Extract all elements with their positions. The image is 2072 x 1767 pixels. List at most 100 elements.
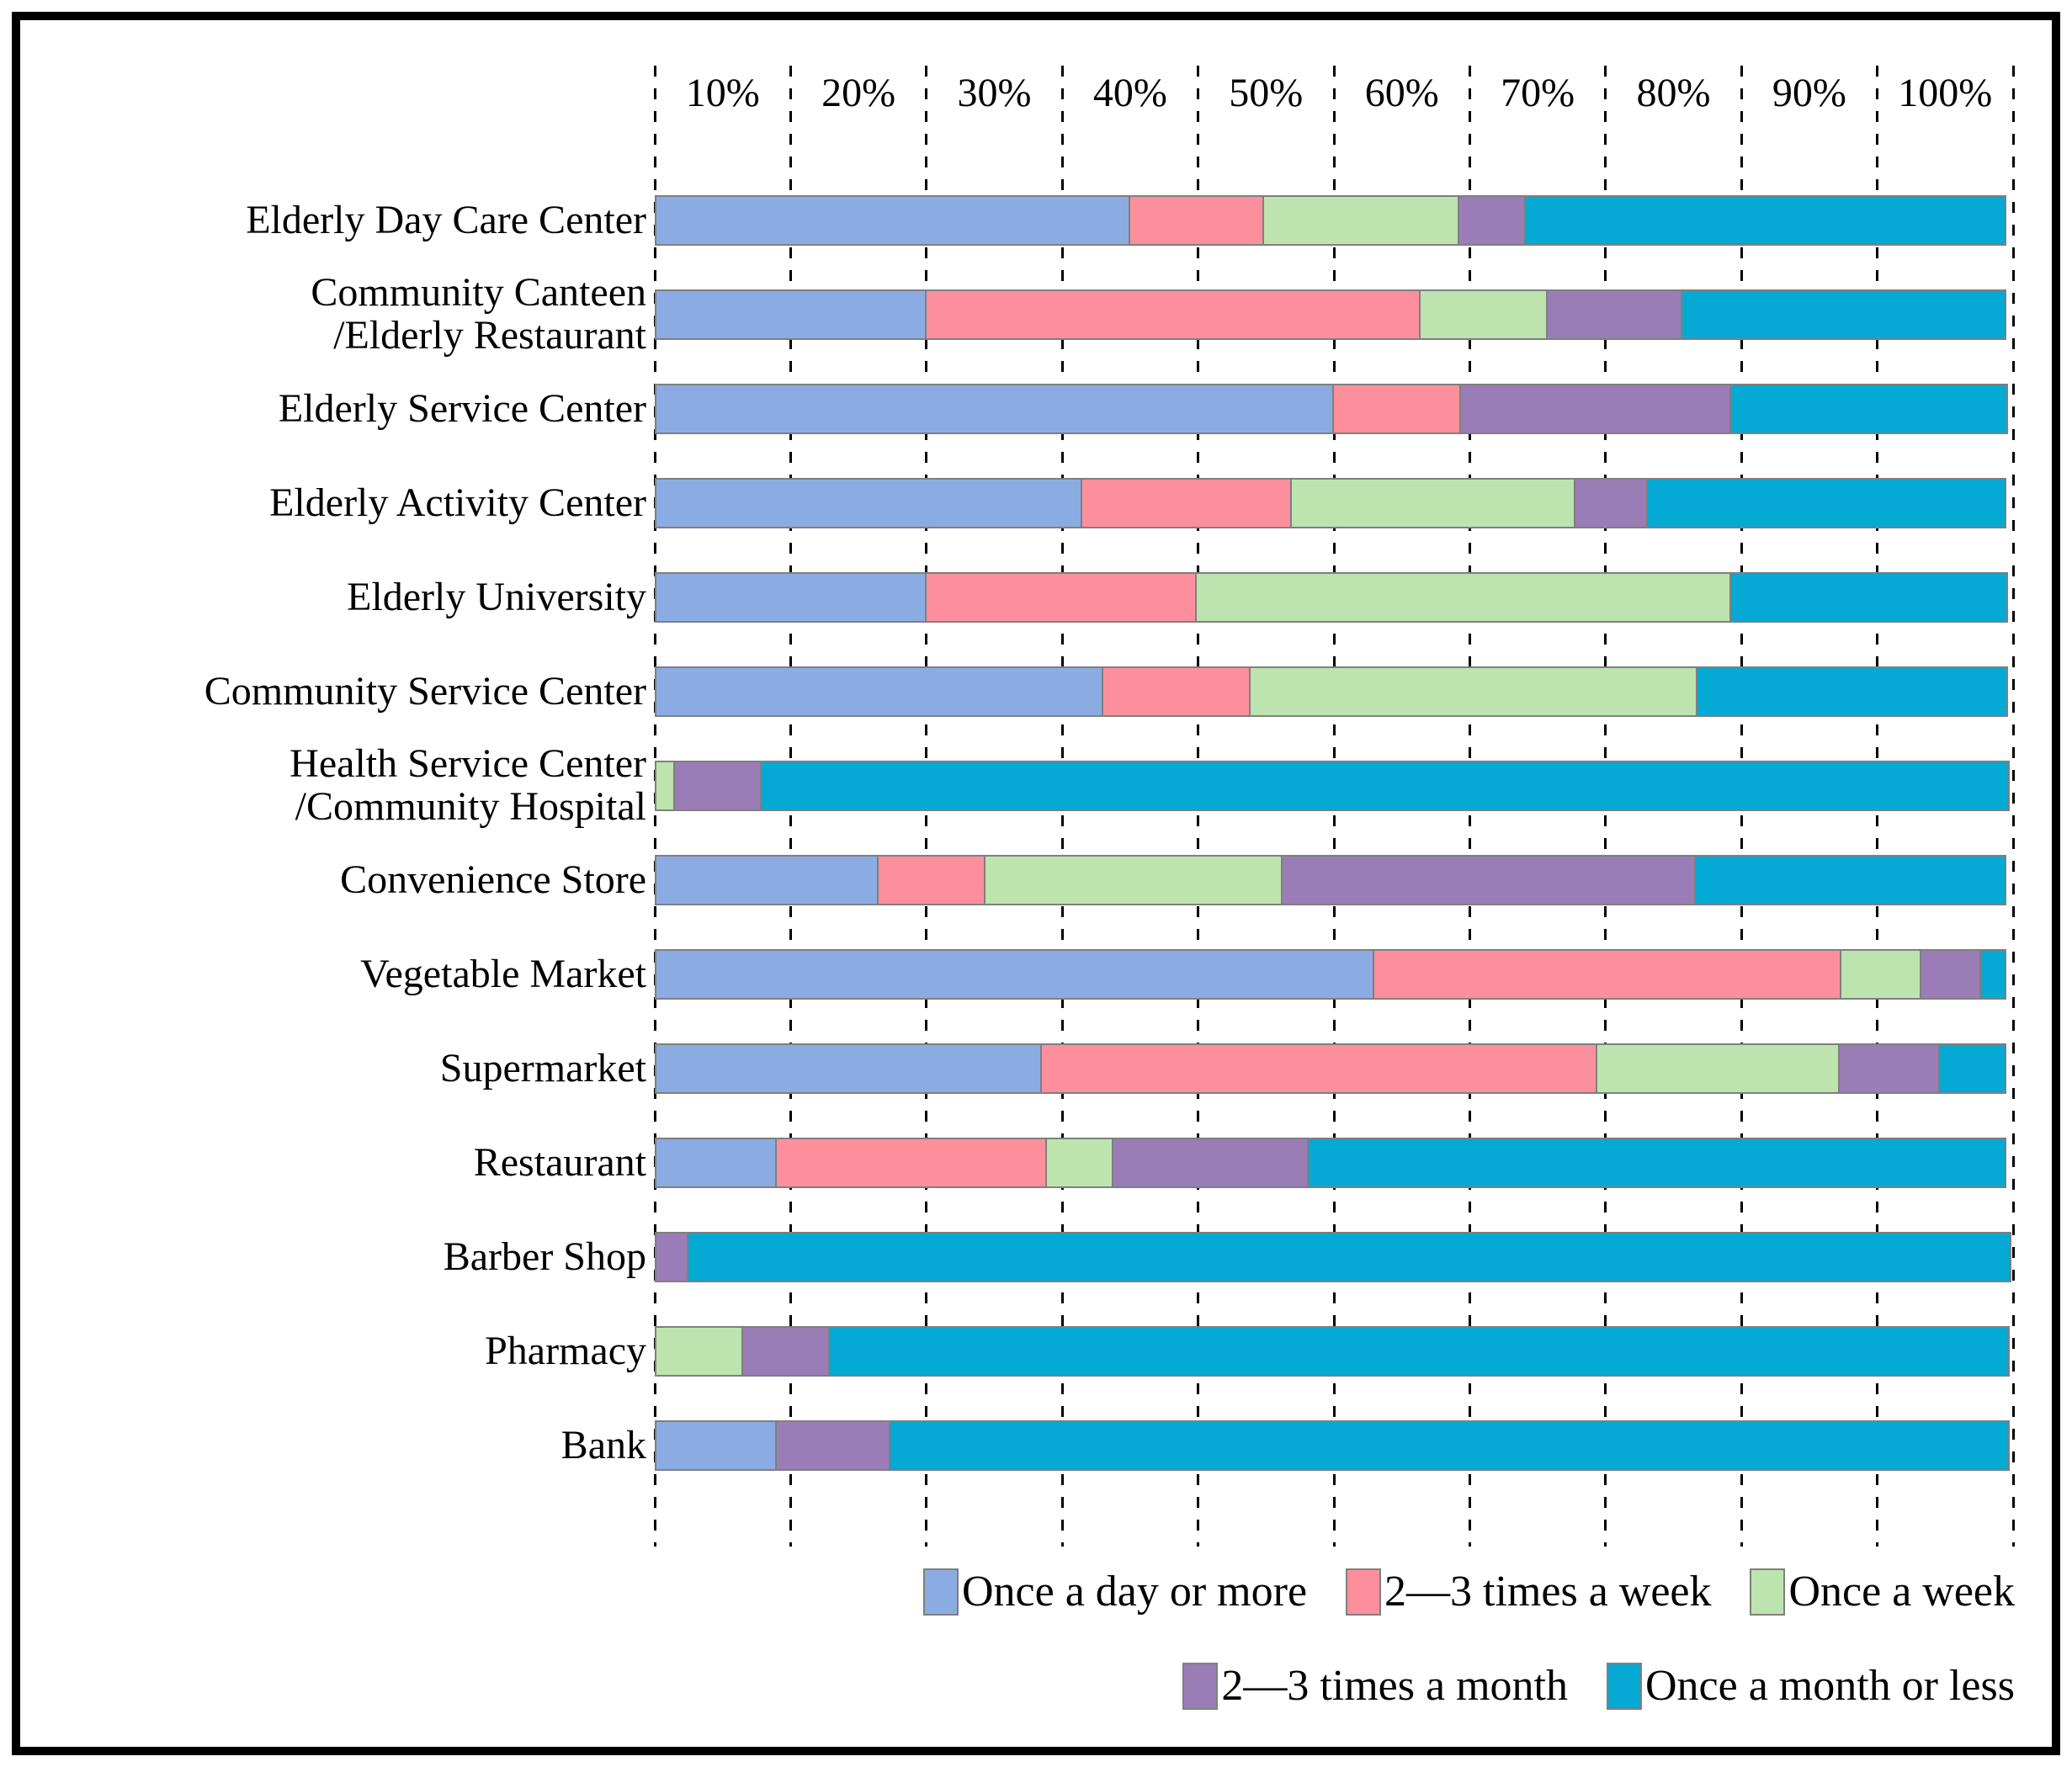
bar-row: [655, 384, 2008, 434]
x-tick-label: 80%: [1636, 70, 1711, 115]
legend-label: Once a month or less: [1644, 1662, 2015, 1710]
category-label: Elderly University: [347, 574, 646, 619]
bar-segment: [1595, 1043, 1841, 1094]
bar-segment: [827, 1326, 2010, 1377]
category-label: Vegetable Market: [360, 951, 646, 996]
bar-segment: [1249, 666, 1697, 717]
bar-segment: [1546, 289, 1682, 340]
bar-row: [655, 666, 2008, 717]
bar-row: [655, 761, 2010, 811]
bar-segment: [1729, 572, 2008, 623]
bar-segment: [1646, 478, 2006, 528]
bar-segment: [655, 855, 879, 905]
bar-segment: [1101, 666, 1251, 717]
bar-segment: [655, 572, 927, 623]
bar-segment: [1289, 478, 1575, 528]
bar-row: [655, 195, 2006, 246]
bar-segment: [655, 1043, 1042, 1094]
bar-segment: [1111, 1138, 1309, 1188]
legend-swatch: [922, 1568, 959, 1616]
bar-row: [655, 1138, 2006, 1188]
bar-segment: [655, 384, 1334, 434]
x-tick-label: 10%: [685, 70, 760, 115]
category-label: Community Canteen /Elderly Restaurant: [311, 270, 646, 358]
bar-segment: [1128, 195, 1265, 246]
legend-row: Once a day or more 2—3 times a week Once a…: [655, 1567, 2015, 1616]
bar-segment: [655, 666, 1103, 717]
legend-label: Once a day or more: [961, 1568, 1308, 1616]
bar-segment: [1693, 855, 2006, 905]
bar-segment: [655, 478, 1083, 528]
bar-row: [655, 855, 2006, 905]
bar-segment: [1306, 1138, 2006, 1188]
bar-segment: [1459, 384, 1732, 434]
bar-segment: [1262, 195, 1460, 246]
x-tick-label: 50%: [1229, 70, 1304, 115]
category-label: Convenience Store: [340, 857, 646, 902]
bar-segment: [984, 855, 1283, 905]
bar-row: [655, 572, 2008, 623]
bar-segment: [673, 761, 762, 811]
bar-segment: [924, 572, 1197, 623]
legend-item: 2—3 times a month: [1182, 1661, 1568, 1711]
bar-segment: [1729, 384, 2008, 434]
x-tick-label: 90%: [1772, 70, 1846, 115]
bar-segment: [1523, 195, 2006, 246]
legend-swatch: [1346, 1568, 1382, 1616]
bar-segment: [1281, 855, 1696, 905]
bar-row: [655, 1326, 2010, 1377]
legend-item: 2—3 times a week: [1346, 1567, 1711, 1616]
bar-row: [655, 949, 2006, 1000]
bar-segment: [1373, 949, 1842, 1000]
bar-segment: [655, 761, 676, 811]
bar-segment: [1920, 949, 1981, 1000]
bar-segment: [1695, 666, 2008, 717]
bar-segment: [655, 949, 1375, 1000]
bar-segment: [655, 195, 1130, 246]
category-label: Barber Shop: [443, 1234, 646, 1279]
legend-item: Once a week: [1750, 1567, 2015, 1616]
chart-frame: [12, 12, 2060, 1755]
bar-segment: [775, 1138, 1048, 1188]
bar-row: [655, 1232, 2011, 1282]
gridline: [2011, 66, 2015, 1547]
x-tick-label: 40%: [1092, 70, 1167, 115]
bar-segment: [655, 1420, 778, 1471]
category-label: Pharmacy: [485, 1328, 646, 1373]
x-tick-label: 100%: [1898, 70, 1993, 115]
legend-label: 2—3 times a month: [1221, 1662, 1568, 1710]
legend-swatch: [1182, 1662, 1219, 1710]
bar-segment: [655, 1232, 689, 1282]
bar-segment: [1045, 1138, 1113, 1188]
bar-segment: [655, 1326, 743, 1377]
bar-segment: [1979, 949, 2006, 1000]
bar-segment: [1573, 478, 1649, 528]
bar-row: [655, 289, 2006, 340]
bar-segment: [1680, 289, 2006, 340]
bar-segment: [1458, 195, 1526, 246]
bar-segment: [877, 855, 986, 905]
category-label: Health Service Center /Community Hospita…: [290, 741, 646, 829]
category-label: Elderly Service Center: [278, 385, 646, 431]
category-label: Supermarket: [439, 1045, 646, 1090]
x-tick-label: 30%: [957, 70, 1032, 115]
bar-row: [655, 478, 2006, 528]
bar-segment: [741, 1326, 830, 1377]
bar-row: [655, 1420, 2010, 1471]
bar-segment: [1938, 1043, 2006, 1094]
bar-segment: [889, 1420, 2010, 1471]
bar-segment: [1081, 478, 1292, 528]
bar-segment: [1194, 572, 1732, 623]
bar-segment: [775, 1420, 891, 1471]
x-tick-label: 20%: [821, 70, 896, 115]
bar-segment: [1838, 1043, 1941, 1094]
bar-segment: [655, 1138, 778, 1188]
bar-segment: [760, 761, 2010, 811]
legend-label: Once a week: [1788, 1568, 2015, 1616]
bar-segment: [1332, 384, 1462, 434]
bar-segment: [655, 289, 927, 340]
legend-item: Once a month or less: [1606, 1661, 2015, 1711]
category-label: Community Service Center: [204, 668, 646, 714]
bar-row: [655, 1043, 2006, 1094]
